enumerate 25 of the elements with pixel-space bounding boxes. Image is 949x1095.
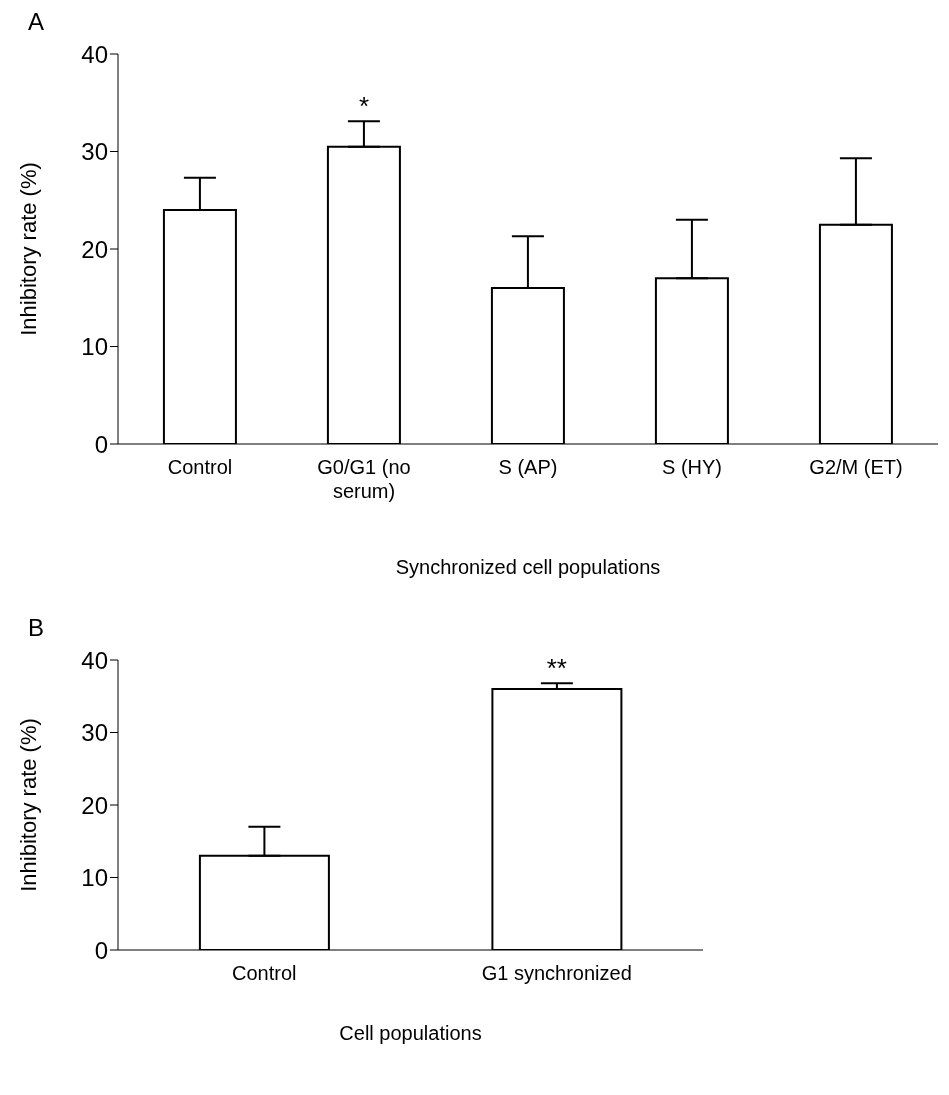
y-axis-title: Inhibitory rate (%) bbox=[15, 162, 41, 336]
annotation: ** bbox=[546, 653, 567, 684]
x-tick-label: G0/G1 (no serum) bbox=[317, 456, 411, 502]
x-axis-title: Synchronized cell populations bbox=[395, 556, 661, 578]
x-tick-label: Control bbox=[232, 962, 297, 984]
x-axis-title: Cell populations bbox=[339, 1022, 482, 1044]
x-tick-label: S (AP) bbox=[498, 456, 558, 478]
chart-title: B bbox=[28, 614, 45, 641]
y-tick-label: 20 bbox=[81, 235, 108, 263]
annotation: * bbox=[358, 91, 370, 122]
x-tick-label: Control bbox=[167, 456, 233, 478]
chart-title: A bbox=[28, 8, 45, 35]
y-tick-label: 0 bbox=[94, 936, 108, 964]
y-tick-label: 30 bbox=[81, 719, 108, 747]
y-tick-label: 30 bbox=[81, 138, 108, 166]
y-tick-label: 0 bbox=[94, 430, 108, 458]
y-tick-label: 40 bbox=[81, 646, 108, 674]
y-axis-title: Inhibitory rate (%) bbox=[15, 718, 41, 892]
y-tick-label: 10 bbox=[81, 864, 108, 892]
x-tick-label: G2/M (ET) bbox=[809, 456, 903, 478]
y-tick-label: 20 bbox=[81, 791, 108, 819]
x-tick-label: G1 synchronized bbox=[481, 962, 632, 984]
x-tick-label: S (HY) bbox=[662, 456, 722, 478]
y-tick-label: 40 bbox=[81, 40, 108, 68]
y-tick-label: 10 bbox=[81, 333, 108, 361]
